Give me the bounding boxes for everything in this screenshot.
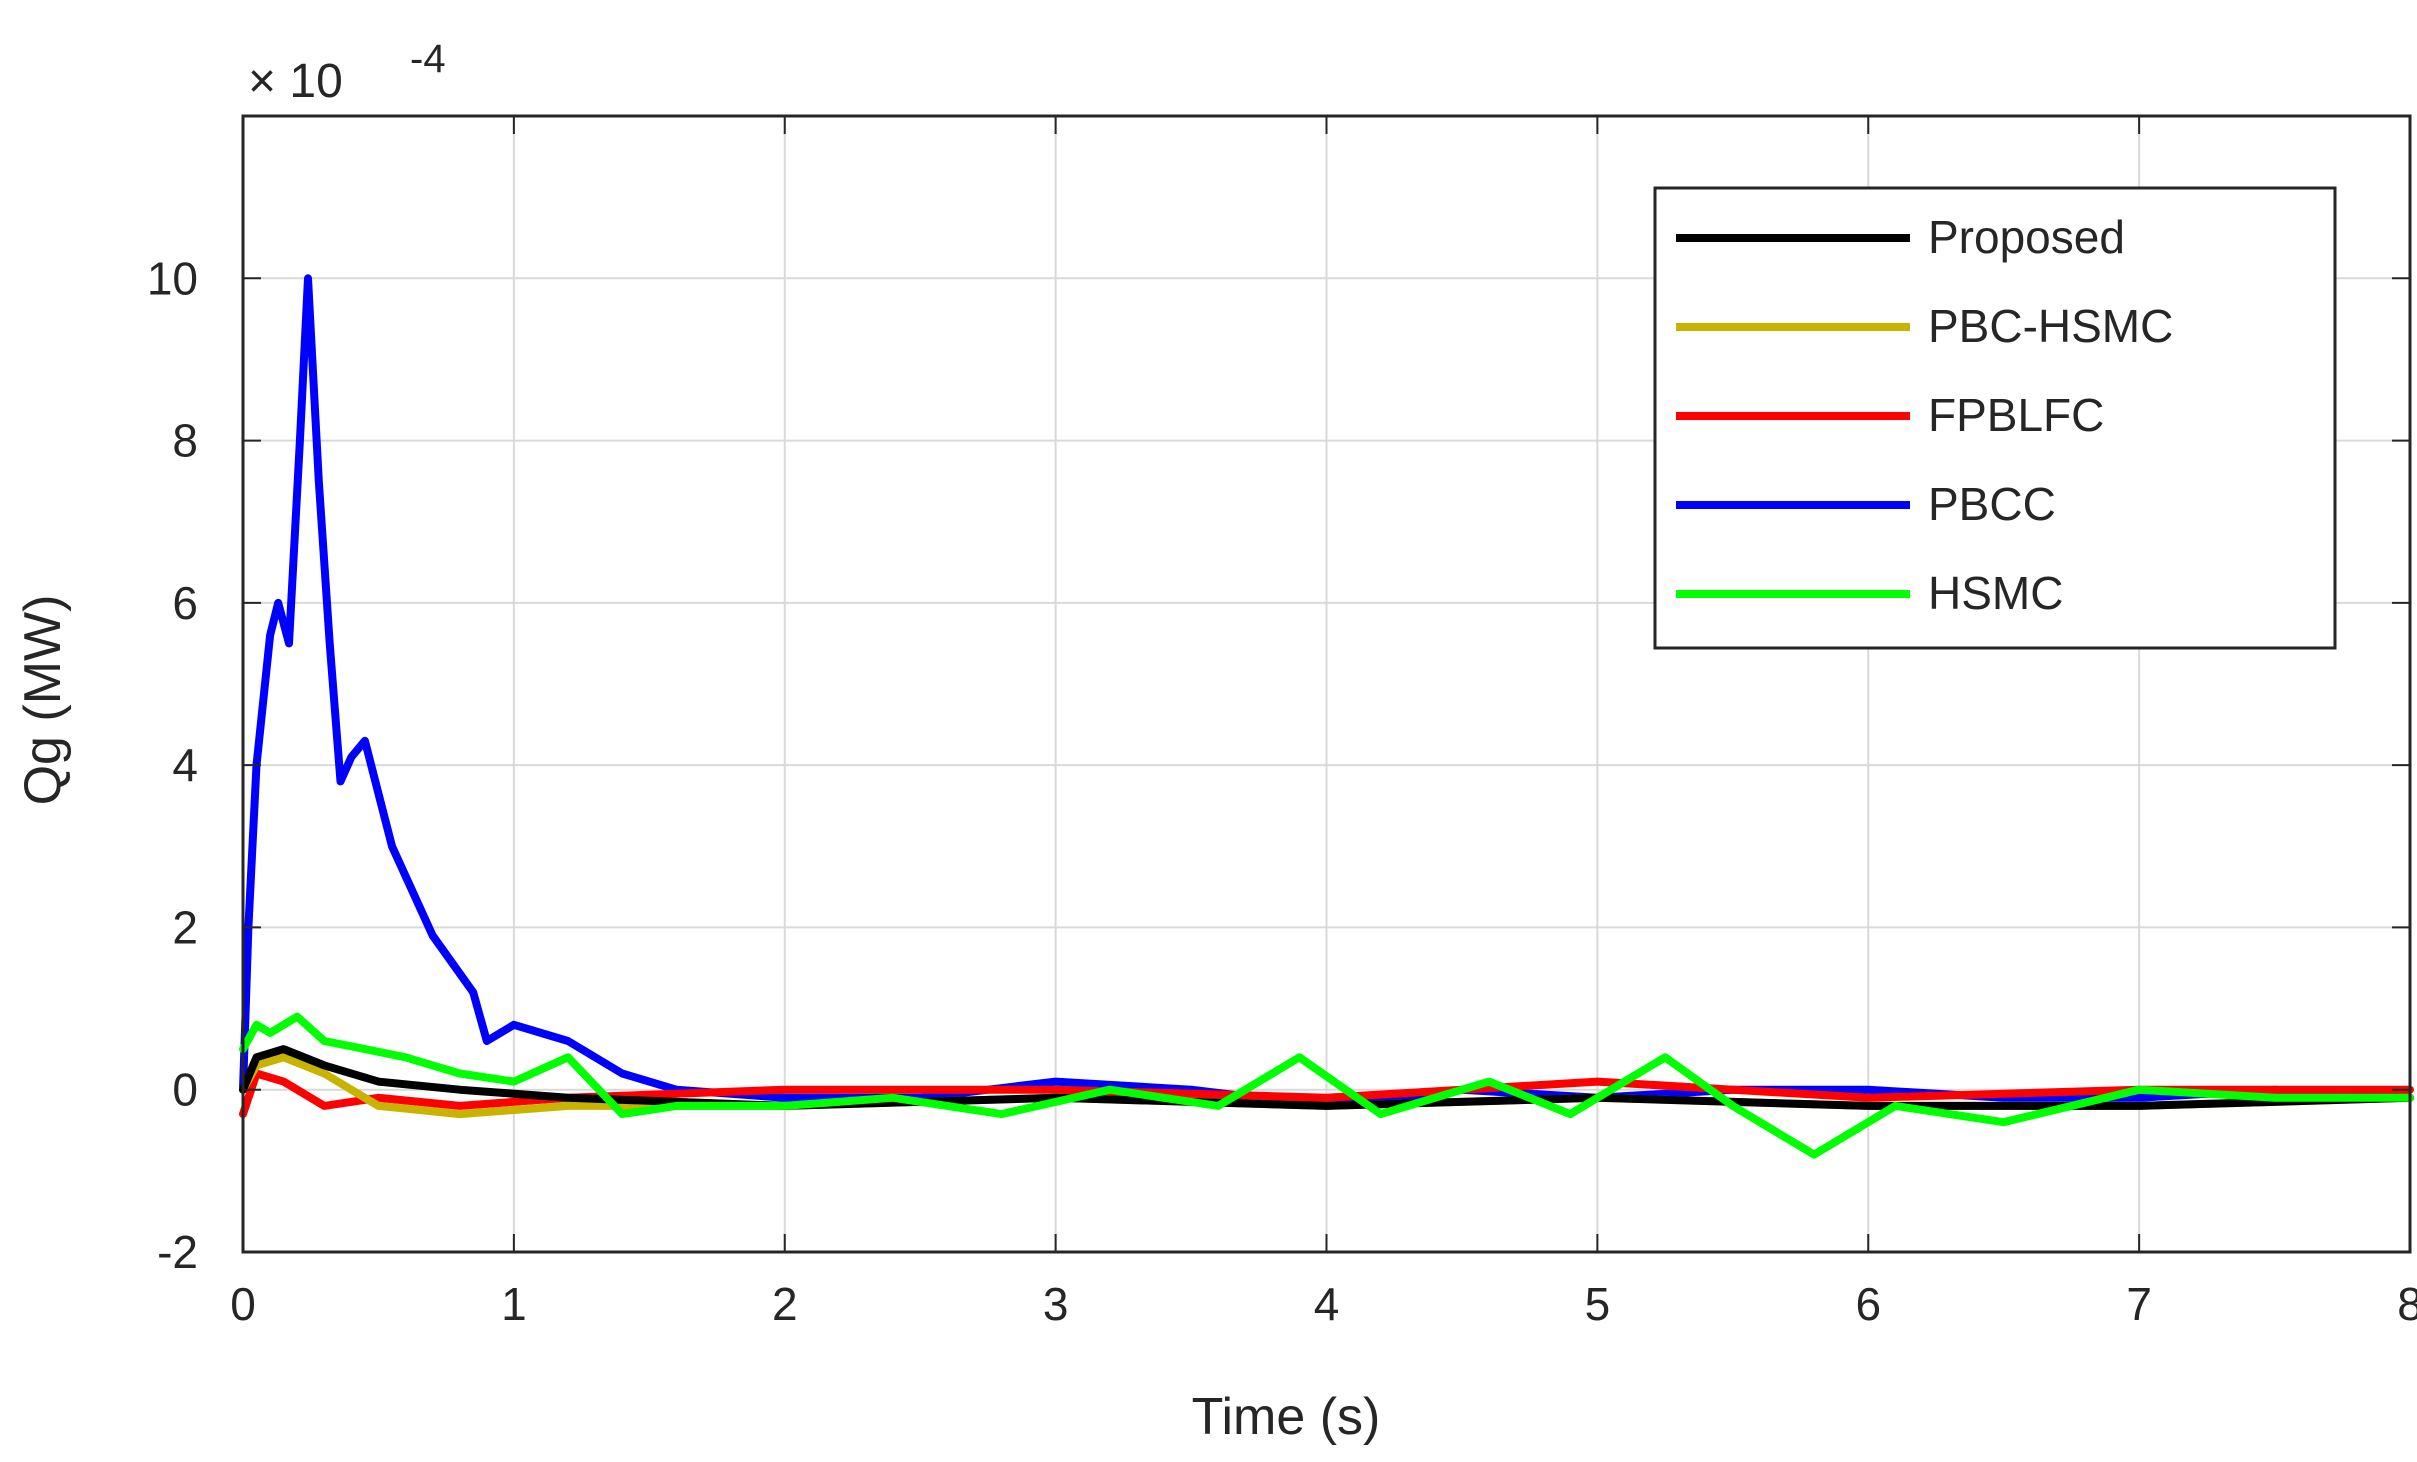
legend: Proposed PBC-HSMC FPBLFC PBCC HSMC: [1653, 186, 2337, 650]
axis-ticks: 0 1 2 3 4 5 6 7 8 -2 0 2 4 6 8 10: [147, 116, 2417, 1330]
x-tick-label: 3: [1043, 1278, 1069, 1330]
series-line-proposed: [239, 1045, 2414, 1110]
y-tick-label: 0: [172, 1064, 198, 1116]
exponent-power: -4: [410, 37, 446, 81]
series-lines: [239, 274, 2414, 1159]
x-tick-label: 4: [1314, 1278, 1340, 1330]
legend-label-fpblfc: FPBLFC: [1928, 389, 2104, 441]
x-tick-label: 7: [2126, 1278, 2152, 1330]
x-tick-label: 1: [501, 1278, 527, 1330]
x-tick-label: 6: [1855, 1278, 1881, 1330]
exponent-multiplier: × 10: [248, 55, 343, 108]
x-axis-label: Time (s): [1192, 1388, 1381, 1446]
x-tick-label: 2: [772, 1278, 798, 1330]
y-tick-label: -2: [157, 1226, 198, 1278]
y-tick-label: 4: [172, 739, 198, 791]
series-line-hsmc: [239, 1012, 2414, 1159]
x-tick-label: 0: [230, 1278, 256, 1330]
legend-label-pbc-hsmc: PBC-HSMC: [1928, 300, 2173, 352]
legend-label-pbcc: PBCC: [1928, 478, 2056, 530]
legend-label-proposed: Proposed: [1928, 211, 2125, 263]
y-axis-label: Qg (MW): [14, 595, 72, 806]
x-tick-label: 8: [2397, 1278, 2417, 1330]
series-line-pbcc: [239, 274, 2414, 1110]
y-tick-label: 6: [172, 577, 198, 629]
y-tick-label: 8: [172, 415, 198, 467]
y-tick-label: 10: [147, 252, 198, 304]
legend-label-hsmc: HSMC: [1928, 567, 2063, 619]
y-tick-label: 2: [172, 901, 198, 953]
x-tick-label: 5: [1585, 1278, 1611, 1330]
series-line-fpblfc: [239, 1069, 2414, 1119]
